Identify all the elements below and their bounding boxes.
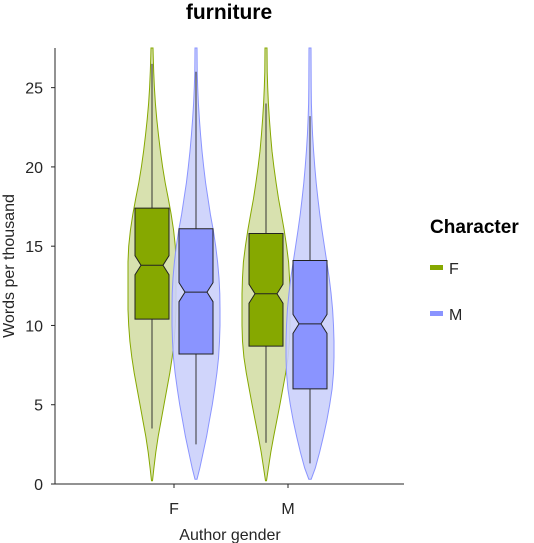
y-tick-label: 15 — [25, 239, 43, 256]
plot-area — [127, 47, 335, 482]
y-tick-label: 25 — [25, 81, 43, 98]
y-axis-ticks: 0 5 10 15 20 25 — [25, 81, 55, 494]
box-M-M — [292, 259, 328, 390]
x-tick-label: M — [281, 501, 294, 518]
box-M-F — [178, 228, 214, 355]
y-tick-label: 20 — [25, 160, 43, 177]
box-F-F — [134, 207, 170, 320]
legend-swatch-M — [430, 311, 443, 316]
y-tick-label: 10 — [25, 318, 43, 335]
legend-title: Character — [430, 217, 519, 238]
box-F-M — [248, 232, 284, 347]
legend: Character FM — [430, 217, 519, 324]
legend-label-F: F — [449, 261, 459, 278]
x-tick-label: F — [169, 501, 179, 518]
y-tick-label: 5 — [34, 398, 43, 415]
y-tick-label: 0 — [34, 477, 43, 494]
legend-label-M: M — [449, 307, 462, 324]
legend-swatch-F — [430, 265, 443, 270]
y-axis-label: Words per thousand — [1, 194, 18, 338]
legend-entries: FM — [430, 261, 462, 324]
chart-title: furniture — [186, 1, 272, 24]
x-axis-label: Author gender — [179, 527, 281, 543]
